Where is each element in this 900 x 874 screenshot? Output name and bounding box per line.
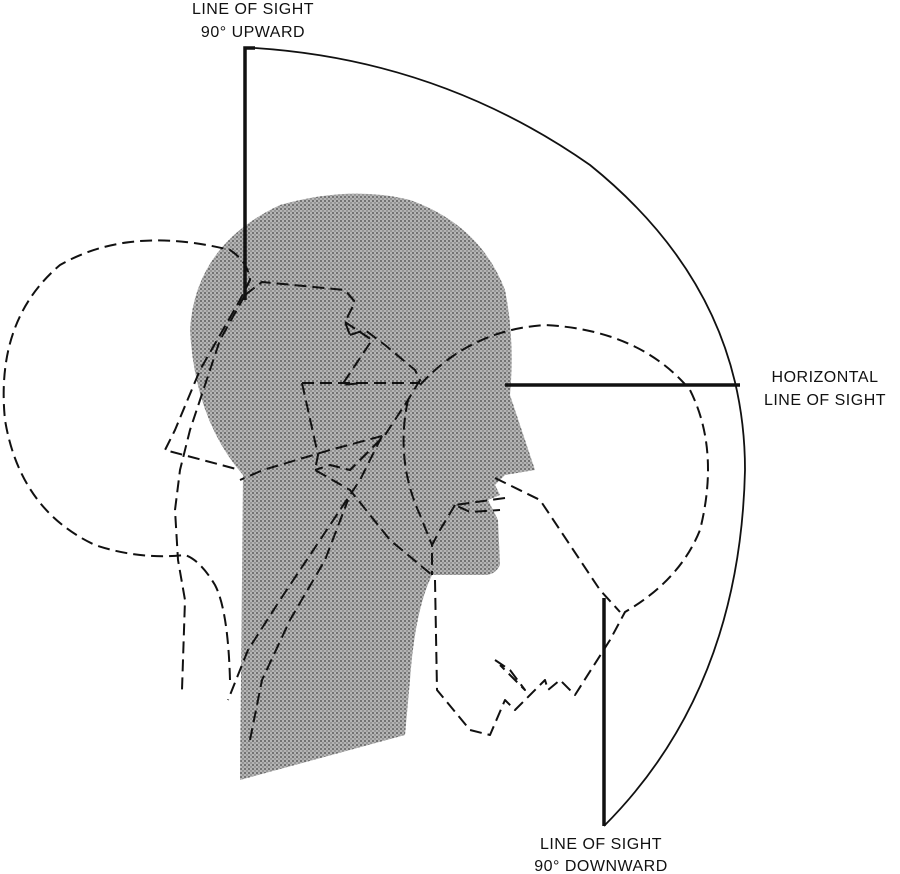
dashed-reference-lines <box>174 281 621 741</box>
label-upward-line2: 90° UPWARD <box>201 24 305 41</box>
range-of-motion-arc <box>254 47 746 827</box>
label-horizontal-line2: LINE OF SIGHT <box>764 392 886 409</box>
label-upward: LINE OF SIGHT 90° UPWARD <box>192 1 314 41</box>
upward-sight-line <box>243 46 255 300</box>
label-downward-line2: 90° DOWNWARD <box>534 858 668 874</box>
dashed-head-tilted-back <box>2 239 251 681</box>
label-downward-line1: LINE OF SIGHT <box>540 836 662 853</box>
dashed-head-tilted-down <box>419 324 709 736</box>
label-upward-line1: LINE OF SIGHT <box>192 1 314 18</box>
label-horizontal: HORIZONTAL LINE OF SIGHT <box>764 369 886 409</box>
label-horizontal-line1: HORIZONTAL <box>772 369 879 386</box>
shaded-head-silhouette <box>190 193 535 781</box>
sight-lines <box>243 46 746 827</box>
label-downward: LINE OF SIGHT 90° DOWNWARD <box>534 836 668 874</box>
